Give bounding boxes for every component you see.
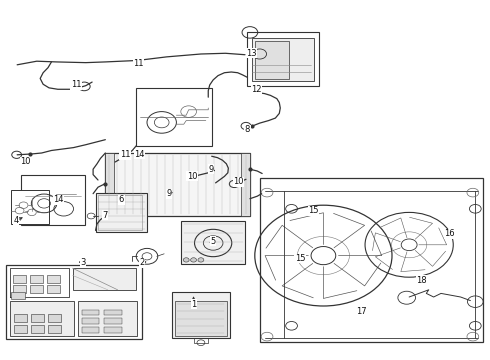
Bar [21, 175, 85, 225]
Circle shape [198, 258, 204, 262]
Bar [31, 325, 44, 333]
Bar [82, 318, 99, 324]
Text: 8: 8 [245, 125, 250, 134]
Text: 5: 5 [211, 237, 216, 246]
Text: 11: 11 [133, 58, 144, 68]
Bar [260, 178, 483, 342]
Bar [30, 275, 43, 283]
Text: 1: 1 [191, 300, 196, 309]
Bar [104, 310, 122, 315]
Text: 17: 17 [356, 307, 367, 316]
Text: 10: 10 [233, 177, 244, 186]
Bar [30, 285, 43, 293]
Bar [98, 195, 142, 230]
Bar [175, 301, 227, 336]
Text: 10: 10 [187, 172, 197, 181]
Text: 13: 13 [246, 49, 257, 58]
Bar [136, 88, 212, 146]
Bar [11, 292, 25, 299]
Bar [11, 190, 49, 224]
Text: 11: 11 [120, 150, 130, 159]
Text: 11: 11 [71, 80, 81, 89]
Bar [247, 32, 318, 86]
Bar [14, 325, 27, 333]
Bar [48, 325, 61, 333]
Text: 2: 2 [140, 258, 145, 267]
Bar [172, 292, 230, 338]
Bar [252, 38, 314, 81]
Bar [31, 314, 44, 322]
Bar [105, 153, 114, 216]
Bar [14, 314, 27, 322]
Bar [104, 327, 122, 333]
Text: 16: 16 [444, 230, 455, 239]
Bar [78, 301, 137, 336]
Bar [82, 310, 99, 315]
Text: 7: 7 [103, 211, 108, 220]
Text: 18: 18 [416, 276, 427, 284]
Text: 6: 6 [119, 195, 124, 204]
Bar [48, 314, 61, 322]
Bar [82, 327, 99, 333]
Circle shape [191, 258, 196, 262]
Bar [181, 221, 245, 264]
Bar [241, 153, 250, 216]
Circle shape [183, 258, 189, 262]
Text: 12: 12 [251, 85, 262, 94]
Text: 15: 15 [294, 254, 305, 263]
Bar [96, 193, 147, 232]
Bar [255, 41, 289, 79]
Bar [10, 301, 74, 336]
Text: 14: 14 [53, 195, 64, 204]
Text: 14: 14 [134, 150, 145, 158]
Text: 3: 3 [81, 258, 86, 266]
Text: 9: 9 [208, 165, 213, 174]
Bar [13, 285, 26, 293]
Text: 4: 4 [14, 216, 19, 225]
Bar [47, 275, 60, 283]
Text: 9: 9 [167, 189, 172, 198]
Text: 15: 15 [308, 206, 319, 215]
Bar [6, 265, 142, 339]
Bar [73, 268, 136, 290]
Bar [105, 153, 250, 216]
Bar [104, 318, 122, 324]
Bar [13, 275, 26, 283]
Bar [47, 285, 60, 293]
Text: 10: 10 [20, 157, 31, 166]
